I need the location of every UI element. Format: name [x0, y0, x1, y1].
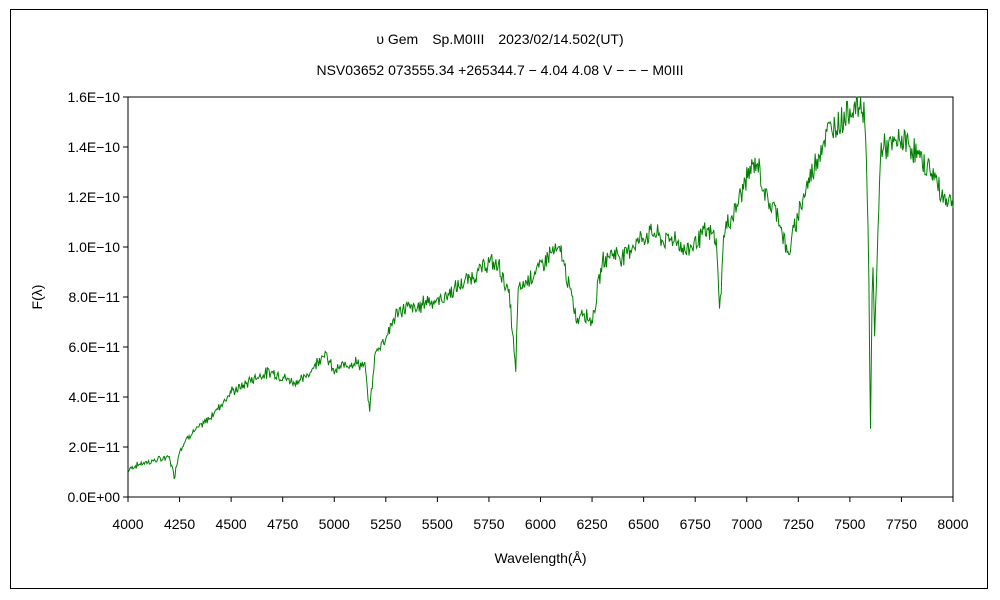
x-tick-label: 4750 — [267, 516, 298, 532]
y-tick-label: 1.2E−10 — [67, 189, 120, 205]
x-tick-label: 6750 — [680, 516, 711, 532]
x-tick-label: 5000 — [319, 516, 350, 532]
x-tick-label: 7250 — [783, 516, 814, 532]
x-tick-label: 6000 — [525, 516, 556, 532]
chart-frame — [10, 9, 988, 589]
y-tick-label: 0.0E+00 — [67, 489, 120, 505]
x-tick-label: 4000 — [112, 516, 143, 532]
x-axis-label: Wavelength(Å) — [494, 550, 586, 566]
x-tick-label: 8000 — [937, 516, 968, 532]
x-tick-label: 5750 — [473, 516, 504, 532]
y-tick-label: 1.4E−10 — [67, 139, 120, 155]
x-tick-label: 7500 — [834, 516, 865, 532]
x-tick-label: 4500 — [216, 516, 247, 532]
chart-subtitle: NSV03652 073555.34 +265344.7 − 4.04 4.08… — [316, 62, 684, 78]
x-tick-label: 7000 — [731, 516, 762, 532]
y-tick-label: 4.0E−11 — [68, 389, 120, 405]
y-axis-label: F(λ) — [29, 285, 45, 310]
x-tick-label: 6250 — [576, 516, 607, 532]
x-tick-label: 5250 — [370, 516, 401, 532]
x-tick-label: 7750 — [886, 516, 917, 532]
y-tick-label: 6.0E−11 — [68, 339, 120, 355]
x-tick-label: 5500 — [422, 516, 453, 532]
x-tick-label: 4250 — [164, 516, 195, 532]
plot-area — [127, 96, 954, 498]
x-axis: 4000 4250 4500 4750 5000 5250 5500 5750 6000 6250… — [112, 497, 969, 532]
y-tick-label: 8.0E−11 — [68, 289, 120, 305]
x-tick-label: 6500 — [628, 516, 659, 532]
y-axis: 0.0E+00 2.0E−11 4.0E−11 6.0E−11 8.0E−11 1.0E−… — [67, 89, 128, 505]
spectrum-line — [127, 96, 954, 480]
y-tick-label: 1.6E−10 — [67, 89, 120, 105]
y-tick-label: 2.0E−11 — [68, 439, 120, 455]
y-tick-label: 1.0E−10 — [67, 239, 120, 255]
chart-title: υ Gem Sp.M0III 2023/02/14.502(UT) — [376, 31, 624, 47]
